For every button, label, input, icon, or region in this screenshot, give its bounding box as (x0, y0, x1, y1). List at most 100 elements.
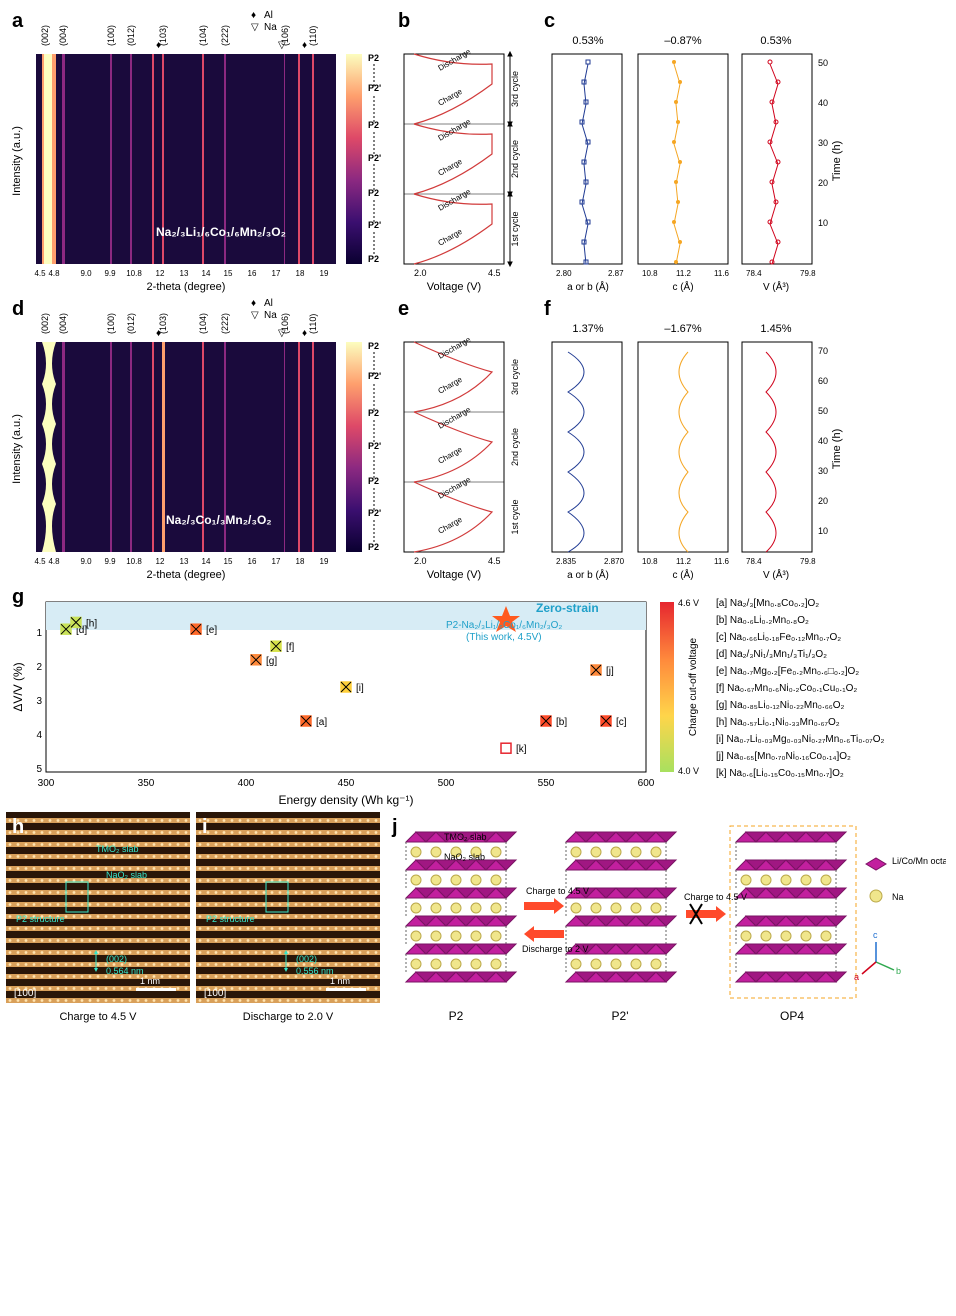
svg-text:a: a (854, 972, 859, 982)
svg-text:[b]: [b] (556, 717, 567, 728)
svg-text:78.4: 78.4 (746, 557, 762, 566)
panel-f: f 1.37% –1.67% 1.45% 2.835 2.870 a or b … (538, 294, 848, 582)
svg-text:11.2: 11.2 (676, 269, 692, 278)
svg-text:450: 450 (338, 778, 355, 789)
svg-text:2-theta (degree): 2-theta (degree) (147, 281, 226, 293)
svg-text:2nd cycle: 2nd cycle (510, 428, 520, 466)
svg-text:(012): (012) (126, 25, 136, 46)
panel-label-g: g (12, 586, 24, 609)
svg-text:600: 600 (638, 778, 655, 789)
svg-text:Al: Al (264, 298, 273, 309)
svg-text:Charge: Charge (437, 445, 465, 466)
svg-text:500: 500 (438, 778, 455, 789)
svg-text:▽: ▽ (251, 310, 259, 321)
svg-text:Intensity (a.u.): Intensity (a.u.) (11, 126, 23, 196)
svg-text:(004): (004) (58, 313, 68, 334)
svg-text:0.53%: 0.53% (572, 35, 603, 47)
svg-text:300: 300 (38, 778, 55, 789)
svg-text:Charge cut-off voltage: Charge cut-off voltage (688, 637, 699, 736)
svg-text:9.9: 9.9 (104, 557, 116, 566)
series-v: 78.4 79.8 V (Å³) (742, 54, 816, 293)
svg-text:(104): (104) (198, 313, 208, 334)
svg-text:3rd cycle: 3rd cycle (510, 359, 520, 395)
svg-text:19: 19 (320, 557, 329, 566)
svg-text:[f] Na₀.₆₇Mn₀.₆Ni₀.₂Co₀.₁Cu₀.₁: [f] Na₀.₆₇Mn₀.₆Ni₀.₂Co₀.₁Cu₀.₁O₂ (716, 683, 857, 694)
panel-g: g 300350400 450500550 600 (6, 582, 950, 812)
svg-text:79.8: 79.8 (800, 269, 816, 278)
svg-text:P2': P2' (368, 371, 381, 381)
svg-text:1.37%: 1.37% (572, 323, 603, 335)
svg-text:[i]: [i] (356, 683, 364, 694)
svg-text:2-theta (degree): 2-theta (degree) (147, 569, 226, 581)
svg-text:P2': P2' (368, 83, 381, 93)
panel-label-f: f (544, 298, 551, 321)
svg-text:79.8: 79.8 (800, 557, 816, 566)
svg-text:20: 20 (818, 496, 828, 506)
svg-text:TMO₂ slab: TMO₂ slab (444, 832, 487, 842)
svg-text:[e]: [e] (206, 625, 217, 636)
svg-text:P2': P2' (368, 441, 381, 451)
svg-text:NaO₂ slab: NaO₂ slab (106, 870, 147, 880)
svg-text:[g]: [g] (266, 656, 277, 667)
svg-text:50: 50 (818, 406, 828, 416)
svg-text:4.0 V: 4.0 V (678, 766, 699, 776)
panel-c: c 0.53% –0.87% 0.53% (538, 6, 848, 294)
svg-text:1st cycle: 1st cycle (510, 499, 520, 534)
svg-text:[100]: [100] (204, 988, 226, 999)
svg-text:18: 18 (296, 269, 305, 278)
svg-text:▽: ▽ (278, 328, 286, 339)
svg-text:V (Å³): V (Å³) (763, 280, 789, 293)
axes-icon: c b a (854, 930, 901, 982)
svg-text:(110): (110) (308, 314, 318, 334)
svg-text:(012): (012) (126, 313, 136, 334)
svg-text:OP4: OP4 (780, 1009, 804, 1023)
svg-text:[k] Na₀.₆[Li₀.₁₅Co₀.₁₅Mn₀.₇]O₂: [k] Na₀.₆[Li₀.₁₅Co₀.₁₅Mn₀.₇]O₂ (716, 768, 844, 779)
svg-text:P2': P2' (368, 508, 381, 518)
svg-text:b: b (896, 966, 901, 976)
svg-text:10.8: 10.8 (126, 269, 142, 278)
panel-d: d ♦ Al ▽ Na (002) (004) (100) (012) (103… (6, 294, 386, 582)
panel-i: i P2 structure (002) 0.556 nm [100] 1 nm… (196, 812, 380, 1032)
svg-text:Discharge: Discharge (437, 405, 473, 431)
svg-text:Na: Na (264, 22, 277, 33)
svg-text:[f]: [f] (286, 642, 295, 653)
svg-text:20: 20 (818, 178, 828, 188)
svg-text:(100): (100) (106, 313, 116, 334)
svg-text:40: 40 (818, 98, 828, 108)
svg-text:1st cycle: 1st cycle (510, 211, 520, 246)
svg-text:1: 1 (36, 628, 42, 639)
scatter-plot-g: 300350400 450500550 600 123 45 Energy de… (6, 582, 950, 812)
svg-text:50: 50 (818, 58, 828, 68)
svg-text:[j] Na₀.₆₅[Mn₀.₇₀Ni₀.₁₆Co₀.₁₄]: [j] Na₀.₆₅[Mn₀.₇₀Ni₀.₁₆Co₀.₁₄]O₂ (716, 751, 851, 762)
svg-text:[100]: [100] (14, 988, 36, 999)
panel-label-e: e (398, 298, 409, 321)
svg-text:Voltage (V): Voltage (V) (427, 281, 481, 293)
svg-text:c (Å): c (Å) (672, 280, 693, 293)
svg-text:[h] Na₀.₅₇Li₀.₁Ni₀.₃₃Mn₀.₆₇O₂: [h] Na₀.₅₇Li₀.₁Ni₀.₃₃Mn₀.₆₇O₂ (716, 717, 840, 728)
svg-text:TMO₂ slab: TMO₂ slab (96, 844, 139, 854)
svg-text:P2: P2 (368, 53, 379, 63)
svg-text:30: 30 (818, 138, 828, 148)
svg-text:♦: ♦ (156, 328, 161, 339)
svg-text:Charge to 4.5 V: Charge to 4.5 V (526, 886, 589, 896)
svg-text:(222): (222) (220, 313, 230, 334)
panel-label-i: i (202, 816, 208, 839)
svg-text:♦: ♦ (302, 40, 307, 51)
svg-text:a or b (Å): a or b (Å) (567, 568, 609, 581)
svg-text:P2: P2 (368, 341, 379, 351)
svg-text:4.8: 4.8 (48, 557, 60, 566)
svg-text:P2': P2' (368, 220, 381, 230)
svg-text:2: 2 (36, 662, 42, 673)
svg-text:2nd cycle: 2nd cycle (510, 140, 520, 178)
xrd-heatmap-a: ♦ Al ▽ Na (002) (004) (100) (012) (103) … (6, 6, 386, 294)
svg-text:Charge: Charge (437, 375, 465, 396)
svg-text:c (Å): c (Å) (672, 568, 693, 581)
svg-text:2.80: 2.80 (556, 269, 572, 278)
svg-text:Voltage (V): Voltage (V) (427, 569, 481, 581)
svg-text:350: 350 (138, 778, 155, 789)
svg-text:♦: ♦ (251, 10, 256, 21)
svg-text:♦: ♦ (302, 328, 307, 339)
svg-text:Li/Co/Mn octahedron: Li/Co/Mn octahedron (892, 856, 946, 866)
xticks: 4.54.89.0 9.910.812 131415 161718 19 (34, 269, 329, 278)
svg-text:9.0: 9.0 (80, 269, 92, 278)
